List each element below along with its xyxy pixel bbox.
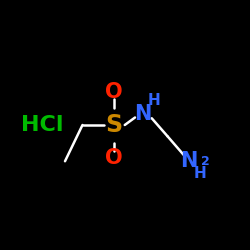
Text: HCl: HCl	[21, 115, 64, 135]
Text: N: N	[180, 151, 198, 171]
Text: N: N	[134, 104, 151, 124]
Text: H: H	[194, 166, 206, 180]
Text: O: O	[105, 82, 122, 102]
Text: O: O	[105, 148, 122, 168]
Text: H: H	[148, 93, 160, 108]
Text: S: S	[105, 113, 122, 137]
Text: 2: 2	[200, 155, 209, 168]
